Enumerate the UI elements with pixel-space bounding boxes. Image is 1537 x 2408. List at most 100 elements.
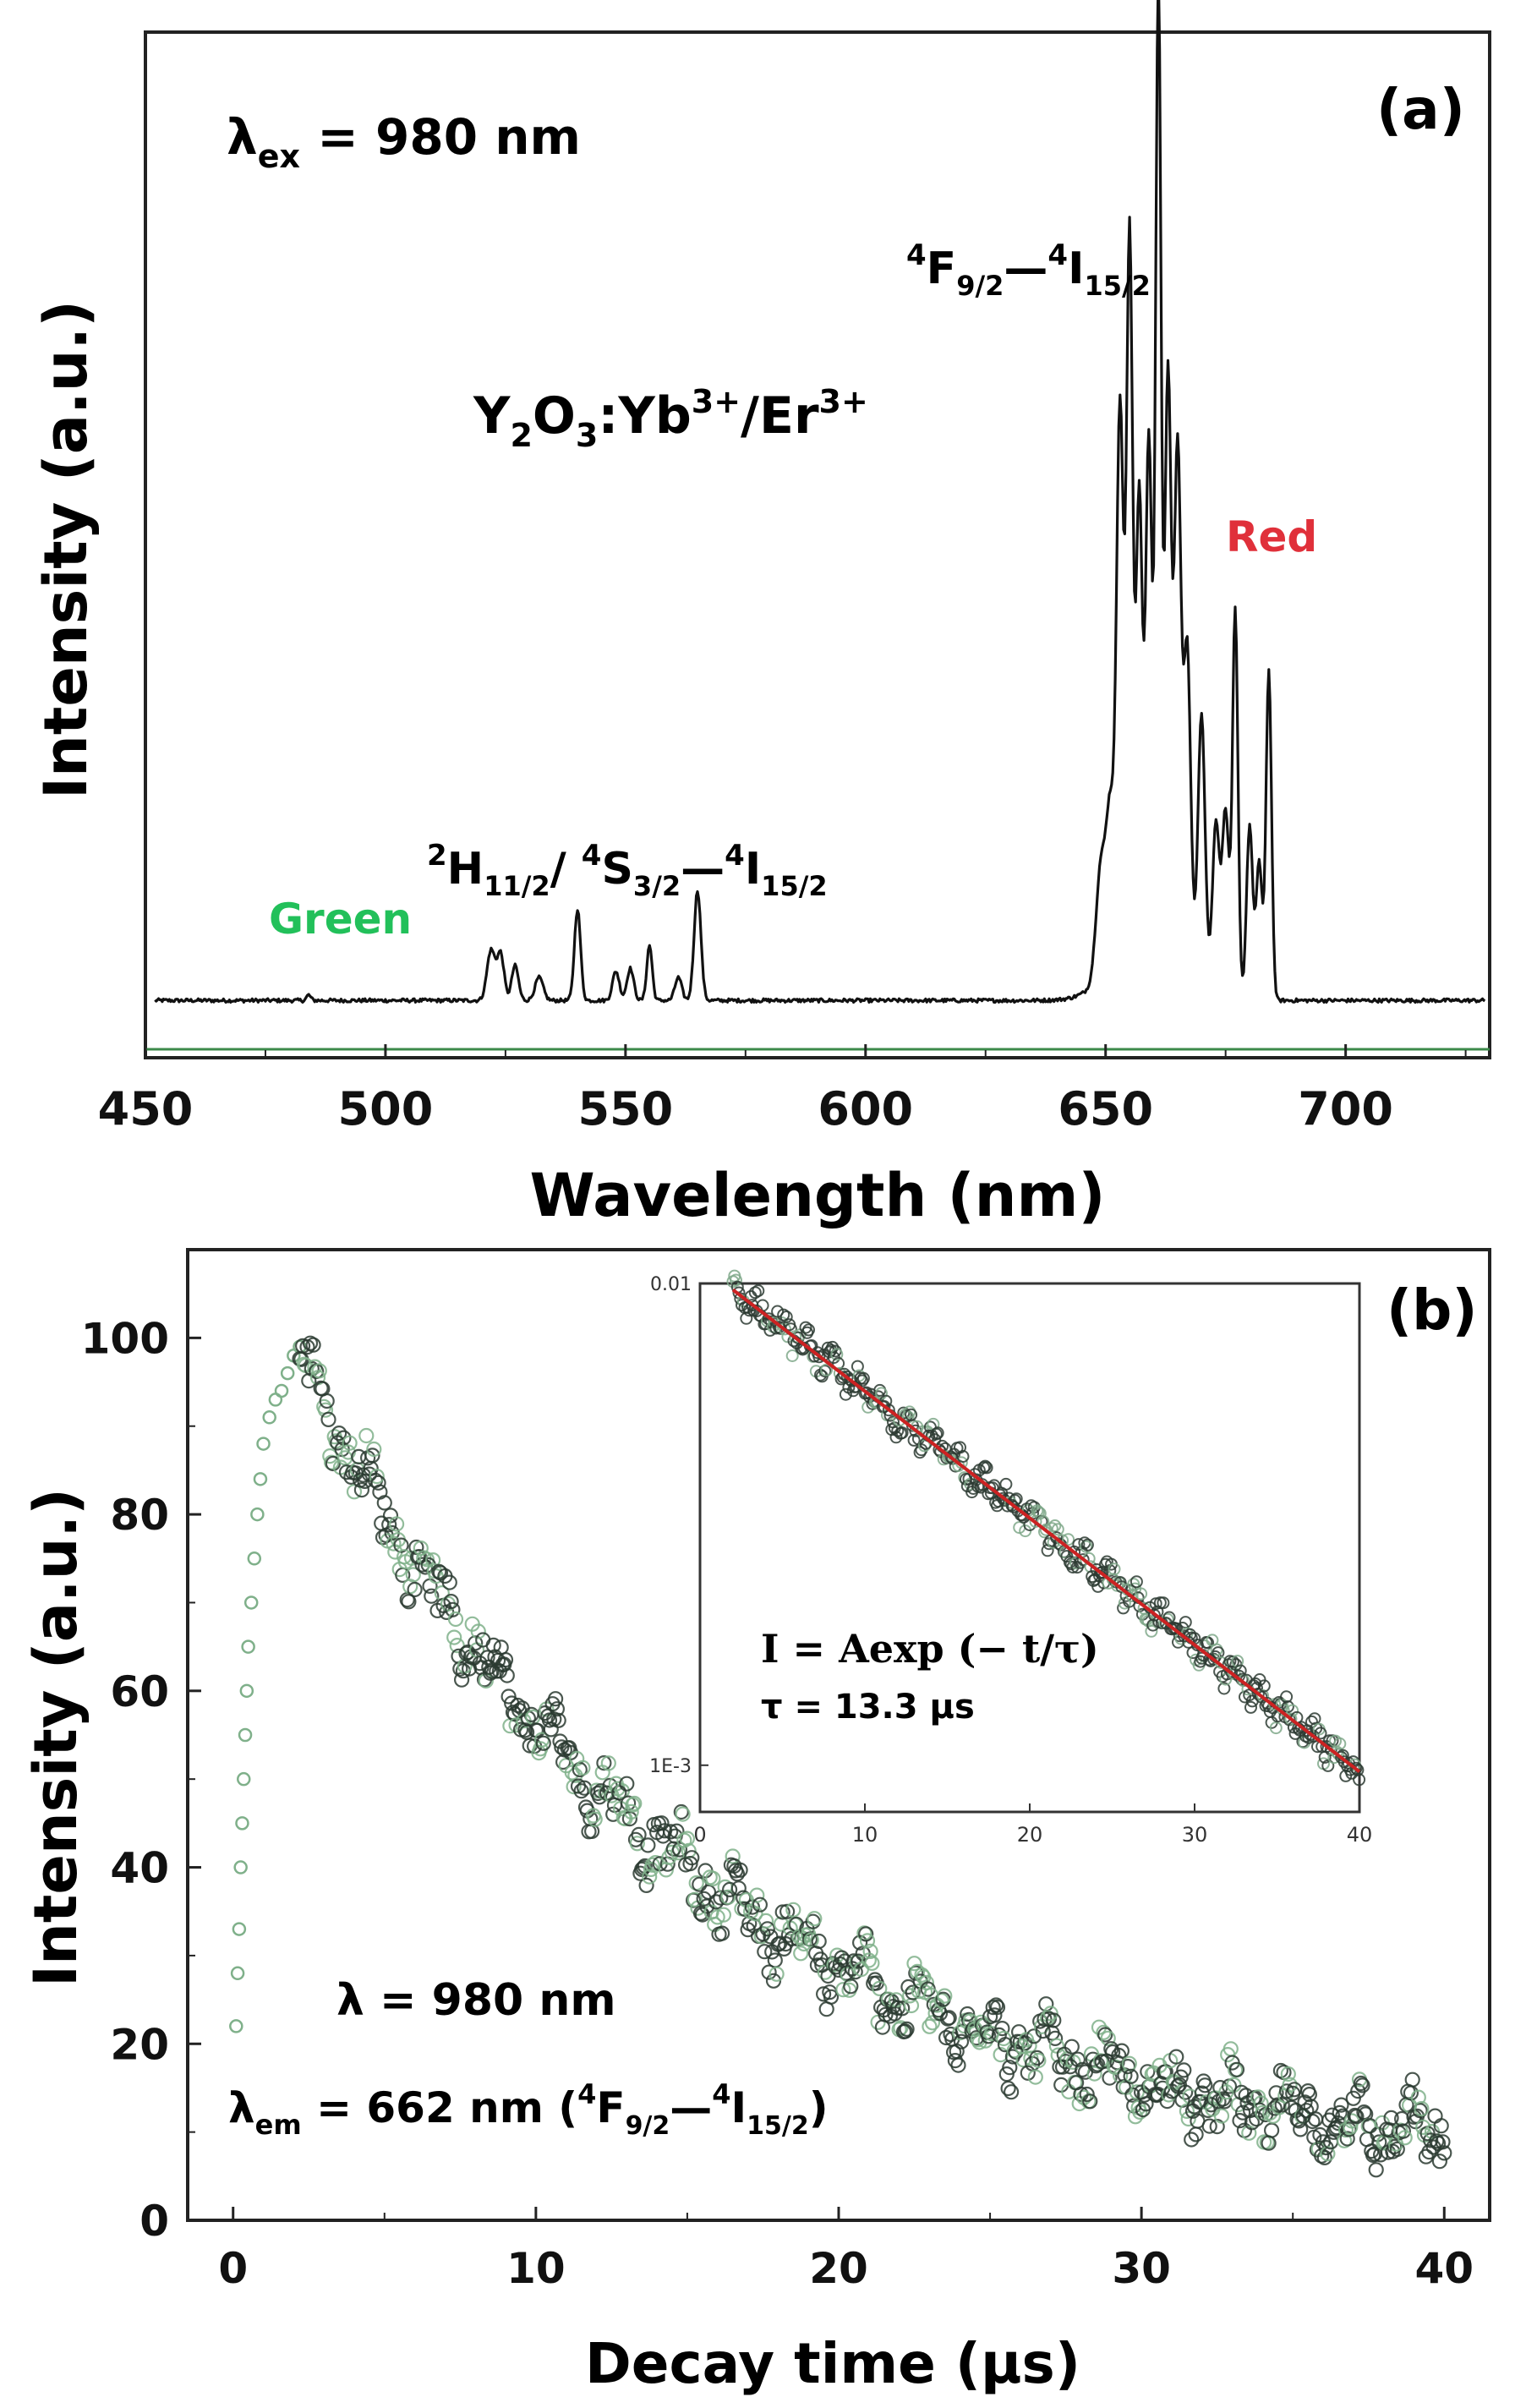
inset-data-point — [999, 1477, 1013, 1491]
panel-b-decay-point — [1333, 2097, 1349, 2113]
panel-b-decay-point — [705, 1870, 721, 1886]
panel-a-x-tick-label: 500 — [338, 1082, 434, 1136]
inset-data-point — [1226, 1656, 1239, 1668]
panel-b-decay-point — [1397, 2130, 1413, 2146]
panel-a-x-tick-label: 550 — [577, 1082, 673, 1136]
panel-b-decay-point — [358, 1427, 375, 1444]
inset-data-point — [1321, 1759, 1335, 1772]
inset-data-point — [820, 1363, 834, 1376]
panel-b-decay-point — [938, 2029, 954, 2046]
inset-data-point — [895, 1426, 909, 1440]
panel-b-decay-point — [749, 1887, 765, 1903]
inset-data-point — [1072, 1538, 1086, 1552]
panel-b-decay-point — [960, 2006, 976, 2022]
panel-b-decay-point — [587, 1811, 603, 1827]
panel-b-inset: 0 10 20 30 40 0.01 1E-3 I = Aexp (− t/τ) τ = 1… — [649, 1269, 1372, 1847]
inset-data-point — [1076, 1553, 1090, 1567]
panel-b-decay-point — [596, 1755, 612, 1771]
panel-b-x-tick-label: 10 — [506, 2244, 566, 2293]
panel-b-decay-point — [346, 1484, 363, 1500]
inset-data-point — [1308, 1712, 1321, 1726]
panel-b-decay-point — [1086, 2066, 1102, 2082]
panel-b-decay-point — [700, 1884, 717, 1900]
panel-b-decay-point — [1215, 2091, 1231, 2107]
panel-b-decay-point — [1427, 2108, 1443, 2124]
panel-b-emission-label: λem = 662 nm (4F9/2—4I15/2) — [228, 2078, 829, 2141]
panel-b-decay-point — [725, 1848, 741, 1864]
panel-b-decay-point — [679, 1831, 696, 1847]
panel-b-rise-point — [243, 1595, 259, 1610]
inset-data-point — [839, 1387, 852, 1401]
panel-a-sample-label: Y2O3:Yb3+/Er3+ — [473, 383, 868, 454]
inset-data-point — [830, 1348, 844, 1361]
panel-b-decay-point — [543, 1721, 559, 1738]
panel-b-decay-point — [1271, 2099, 1288, 2115]
panel-b-decay-point — [393, 1537, 409, 1553]
panel-b-decay-point — [757, 1944, 773, 1960]
panel-b-decay-point — [1418, 2148, 1434, 2164]
panel-b-decay-point — [424, 1588, 440, 1604]
panel-a-red-label: Red — [1226, 512, 1317, 561]
panel-a-excitation-label: λex = 980 nm — [227, 108, 581, 175]
panel-b-decay-point — [684, 1850, 700, 1866]
panel-b-decay-point — [902, 1988, 918, 2004]
panel-b-x-tick-label: 30 — [1112, 2244, 1171, 2293]
inset-x-tick-label: 30 — [1182, 1823, 1208, 1847]
inset-data-point — [818, 1365, 832, 1378]
panel-a-x-tick-label: 700 — [1298, 1082, 1393, 1136]
panel-b-decay-point — [1002, 2060, 1018, 2076]
panel-b-decay-point — [338, 1464, 355, 1480]
inset-x-tick-label: 20 — [1017, 1823, 1043, 1847]
panel-b-decay-point — [1414, 2101, 1430, 2117]
panel-b-decay-point — [843, 1978, 859, 1995]
panel-b-decay-point — [424, 1552, 441, 1568]
panel-b-decay-point — [1282, 2077, 1298, 2093]
panel-b-decay-point — [988, 1997, 1004, 2013]
panel-b-decay-point — [386, 1535, 402, 1552]
panel-b-decay-point — [894, 2000, 911, 2017]
panel-b-rise-point — [262, 1410, 276, 1425]
panel-b-x-tick-label: 40 — [1414, 2244, 1474, 2293]
panel-b-decay-point — [768, 1966, 785, 1982]
panel-b-decay-point — [1354, 2077, 1370, 2093]
inset-data-point — [1062, 1533, 1075, 1546]
panel-b-decay-point — [458, 1645, 474, 1661]
inset-data-point — [1048, 1519, 1062, 1532]
panel-b-data-points — [229, 1335, 1452, 2178]
panel-b-decay-point — [758, 1913, 774, 1929]
inset-data-point — [851, 1360, 864, 1373]
panel-b-decay-point — [1305, 2113, 1321, 2130]
panel-b-decay-point — [432, 1565, 449, 1581]
panel-b-decay-point — [573, 1783, 589, 1799]
panel-b-decay-point — [692, 1876, 708, 1892]
panel-b-decay-point — [714, 1925, 730, 1941]
inset-data-point — [1108, 1562, 1121, 1576]
panel-a: 450 500 550 600 650 700 (a) λex = 980 nm Y2O3… — [31, 0, 1491, 1230]
panel-b-decay-point — [1339, 2131, 1355, 2147]
panel-b-decay-point — [1138, 2096, 1154, 2112]
panel-b-decay-point — [730, 1880, 747, 1896]
panel-b-decay-point — [325, 1455, 341, 1472]
panel-b-decay-point — [370, 1475, 386, 1491]
inset-data-point — [752, 1284, 765, 1298]
panel-b-decay-point — [905, 1984, 921, 2000]
panel-b-decay-point — [550, 1712, 566, 1728]
panel-b-rise-point — [241, 1639, 255, 1654]
inset-data-point — [956, 1450, 970, 1463]
panel-b-decay-point — [322, 1448, 338, 1464]
inset-data-point — [1333, 1737, 1347, 1750]
panel-b-decay-point — [1201, 2118, 1217, 2134]
inset-data-point — [1145, 1624, 1158, 1638]
inset-data-point — [1314, 1727, 1327, 1740]
panel-b-decay-point — [1058, 2054, 1074, 2070]
panel-b-decay-point — [1100, 2030, 1116, 2046]
panel-b-decay-point — [872, 1980, 888, 1996]
panel-b-decay-point — [629, 1836, 645, 1852]
panel-b-decay-point — [1241, 2125, 1257, 2141]
panel-b-decay-point — [600, 1755, 616, 1771]
panel-b-decay-point — [1027, 2069, 1043, 2085]
panel-b-y-tick-label: 100 — [81, 1314, 169, 1363]
panel-b-decay-point — [1123, 2068, 1139, 2084]
inset-data-point — [1244, 1700, 1257, 1714]
panel-b-decay-point — [305, 1337, 321, 1353]
